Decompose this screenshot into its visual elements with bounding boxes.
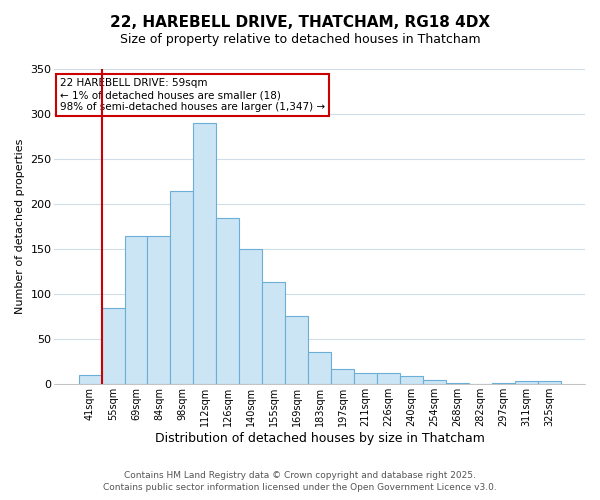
Y-axis label: Number of detached properties: Number of detached properties [15,139,25,314]
X-axis label: Distribution of detached houses by size in Thatcham: Distribution of detached houses by size … [155,432,485,445]
Bar [79,376,101,384]
Bar [148,236,170,384]
Bar [308,352,331,384]
Bar [101,308,125,384]
Bar [538,380,561,384]
Text: 22, HAREBELL DRIVE, THATCHAM, RG18 4DX: 22, HAREBELL DRIVE, THATCHAM, RG18 4DX [110,15,490,30]
Bar [262,282,285,384]
Bar [217,218,239,384]
Bar [331,369,354,384]
Bar [239,249,262,384]
Bar [377,374,400,384]
Bar [423,380,446,384]
Text: Size of property relative to detached houses in Thatcham: Size of property relative to detached ho… [119,32,481,46]
Text: Contains HM Land Registry data © Crown copyright and database right 2025.
Contai: Contains HM Land Registry data © Crown c… [103,471,497,492]
Bar [193,123,217,384]
Bar [170,190,193,384]
Bar [515,380,538,384]
Bar [400,376,423,384]
Bar [285,316,308,384]
Bar [125,236,148,384]
Text: 22 HAREBELL DRIVE: 59sqm
← 1% of detached houses are smaller (18)
98% of semi-de: 22 HAREBELL DRIVE: 59sqm ← 1% of detache… [60,78,325,112]
Bar [354,372,377,384]
